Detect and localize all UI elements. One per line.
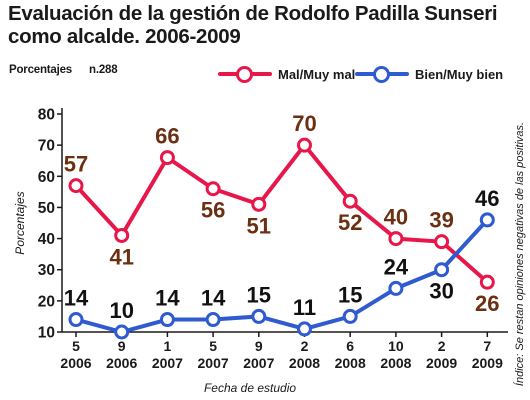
data-point-bien bbox=[114, 324, 130, 340]
legend-label-bien: Bien/Muy bien bbox=[415, 66, 504, 82]
x-tick-label-year: 2007 bbox=[152, 355, 183, 371]
data-label-bien: 46 bbox=[475, 186, 499, 211]
units-label: Porcentajes bbox=[9, 64, 72, 76]
data-point-bien bbox=[159, 312, 175, 328]
data-point-mal bbox=[205, 181, 221, 197]
x-tick-label-month: 2 bbox=[301, 338, 309, 354]
chart-title-line-2: como alcalde. 2006-2009 bbox=[8, 25, 241, 48]
data-point-mal bbox=[68, 178, 84, 194]
x-tick-label-month: 9 bbox=[255, 338, 263, 354]
y-tick-label: 40 bbox=[38, 231, 55, 248]
y-tick-label: 10 bbox=[38, 325, 55, 342]
data-label-mal: 41 bbox=[109, 244, 133, 269]
x-tick-label-month: 10 bbox=[388, 338, 404, 354]
y-tick-label: 70 bbox=[38, 138, 55, 155]
data-label-bien: 14 bbox=[155, 286, 180, 311]
legend-swatch-bien bbox=[355, 66, 409, 83]
data-label-bien: 11 bbox=[293, 295, 316, 320]
index-note-text: Índice: Se restan opiniones negativas de… bbox=[514, 121, 526, 387]
legend-item-mal: Mal/Muy mal bbox=[218, 66, 356, 83]
x-tick-label-year: 2006 bbox=[60, 355, 91, 371]
x-tick-label-month: 7 bbox=[483, 338, 491, 354]
data-label-mal: 40 bbox=[384, 205, 408, 230]
x-tick-label-year: 2008 bbox=[289, 355, 320, 371]
data-label-bien: 10 bbox=[109, 298, 133, 323]
data-label-bien: 14 bbox=[201, 286, 226, 311]
x-tick-label-month: 5 bbox=[72, 338, 80, 354]
chart-title: Evaluación de la gestión de Rodolfo Padi… bbox=[8, 2, 523, 48]
data-point-mal bbox=[342, 193, 358, 209]
data-point-bien bbox=[68, 312, 84, 328]
data-label-bien: 15 bbox=[247, 282, 271, 307]
data-label-mal: 66 bbox=[155, 124, 179, 149]
data-point-mal bbox=[251, 196, 267, 212]
legend-item-bien: Bien/Muy bien bbox=[355, 66, 504, 83]
chart-title-line-1: Evaluación de la gestión de Rodolfo Padi… bbox=[8, 2, 498, 25]
x-tick-label-year: 2008 bbox=[380, 355, 411, 371]
data-point-bien bbox=[479, 212, 495, 228]
y-tick-label: 30 bbox=[38, 262, 55, 279]
data-point-mal bbox=[159, 150, 175, 166]
series-line-bien bbox=[75, 218, 489, 334]
data-point-mal bbox=[297, 137, 312, 153]
x-tick-label-year: 2009 bbox=[426, 355, 457, 371]
legend-label-mal: Mal/Muy mal bbox=[278, 66, 356, 82]
y-tick-label: 80 bbox=[38, 107, 55, 124]
data-point-mal bbox=[388, 231, 404, 247]
sample-size: n.288 bbox=[89, 64, 118, 76]
x-tick-label-year: 2007 bbox=[198, 355, 229, 371]
data-point-mal bbox=[479, 274, 495, 290]
x-tick-label-year: 2009 bbox=[472, 355, 503, 371]
x-tick-label-month: 1 bbox=[164, 338, 172, 354]
data-label-mal: 26 bbox=[475, 291, 499, 316]
x-tick-label-month: 9 bbox=[118, 338, 126, 354]
data-label-bien: 30 bbox=[429, 279, 453, 304]
data-label-mal: 39 bbox=[429, 208, 453, 233]
data-label-mal: 56 bbox=[201, 198, 225, 223]
x-tick-label-month: 5 bbox=[209, 338, 217, 354]
data-point-mal bbox=[434, 234, 450, 250]
data-label-mal: 57 bbox=[64, 152, 88, 177]
data-point-bien bbox=[434, 262, 450, 278]
y-tick-label: 60 bbox=[38, 169, 55, 186]
data-label-mal: 52 bbox=[338, 210, 362, 235]
x-tick-label-year: 2006 bbox=[106, 355, 137, 371]
data-label-mal: 51 bbox=[247, 213, 271, 238]
y-tick-label: 50 bbox=[38, 200, 55, 217]
x-tick-label-month: 6 bbox=[346, 338, 354, 354]
index-note: Índice: Se restan opiniones negativas de… bbox=[512, 118, 528, 390]
x-tick-label-year: 2008 bbox=[335, 355, 366, 371]
data-label-bien: 14 bbox=[64, 286, 89, 311]
data-point-bien bbox=[205, 312, 221, 328]
data-point-bien bbox=[342, 308, 358, 324]
data-point-bien bbox=[388, 280, 404, 296]
y-axis-title: Porcentajes bbox=[13, 191, 27, 254]
x-axis-title: Fecha de estudio bbox=[204, 381, 296, 395]
data-label-mal: 70 bbox=[292, 111, 316, 136]
x-tick-label-month: 2 bbox=[438, 338, 446, 354]
data-point-bien bbox=[297, 321, 312, 337]
subtitle: Porcentajes n.288 bbox=[9, 64, 118, 76]
y-tick-label: 20 bbox=[38, 293, 55, 310]
x-tick-label-year: 2007 bbox=[243, 355, 274, 371]
data-label-bien: 15 bbox=[338, 282, 362, 307]
data-point-bien bbox=[251, 308, 267, 324]
series-line-mal bbox=[74, 143, 489, 284]
data-label-bien: 24 bbox=[384, 254, 409, 279]
legend-swatch-mal bbox=[218, 66, 272, 83]
data-point-mal bbox=[114, 227, 130, 243]
